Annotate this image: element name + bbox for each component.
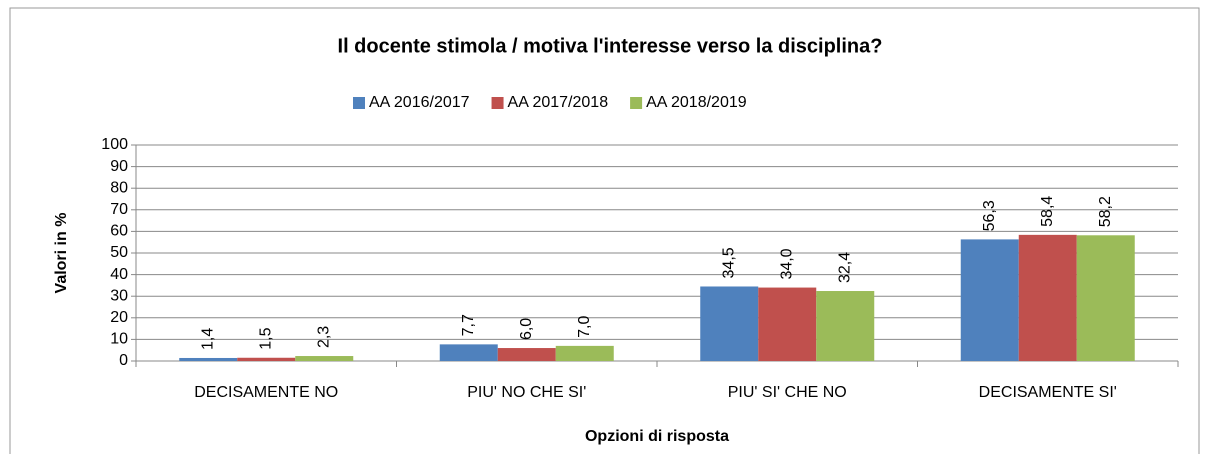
x-tick-label: PIU' NO CHE SI': [467, 384, 586, 401]
value-label: 7,0: [576, 316, 593, 338]
bar: [555, 345, 614, 361]
y-tick-label: 90: [110, 158, 128, 175]
x-tick-label: DECISAMENTE NO: [194, 384, 338, 401]
bar: [439, 344, 498, 361]
value-label: 34,0: [778, 248, 795, 279]
legend-swatch: [491, 97, 504, 109]
value-label: 34,5: [720, 247, 737, 278]
value-label: 7,7: [460, 314, 477, 336]
legend-swatch: [353, 97, 365, 109]
value-label: 1,4: [199, 328, 216, 350]
bar: [295, 356, 354, 361]
y-tick-label: 30: [110, 287, 128, 304]
x-tick-label: DECISAMENTE SI': [979, 384, 1117, 401]
bar: [816, 291, 875, 361]
bar: [700, 286, 759, 361]
y-tick-label: 50: [110, 244, 128, 261]
y-tick-label: 100: [101, 136, 128, 153]
value-label: 32,4: [836, 252, 853, 283]
bar: [497, 348, 556, 361]
y-tick-label: 60: [110, 223, 128, 240]
value-label: 58,2: [1097, 196, 1114, 227]
bar: [758, 287, 817, 361]
y-tick-label: 10: [110, 331, 128, 348]
value-label: 1,5: [257, 327, 274, 349]
value-label: 58,4: [1039, 196, 1056, 227]
bar: [237, 357, 296, 361]
y-tick-label: 0: [119, 352, 128, 369]
chart-title: Il docente stimola / motiva l'interesse …: [338, 35, 883, 57]
y-tick-label: 20: [110, 309, 128, 326]
legend-label: AA 2017/2018: [508, 94, 609, 111]
y-tick-label: 40: [110, 266, 128, 283]
chart-frame: [9, 7, 1200, 454]
y-tick-label: 70: [110, 201, 128, 218]
x-axis-label: Opzioni di risposta: [585, 428, 729, 445]
y-tick-label: 80: [110, 179, 128, 196]
legend-label: AA 2016/2017: [369, 94, 470, 111]
x-tick-label: PIU' SI' CHE NO: [728, 384, 847, 401]
bar: [960, 239, 1019, 361]
value-label: 2,3: [315, 326, 332, 348]
y-axis-label: Valori in %: [53, 213, 70, 294]
legend-label: AA 2018/2019: [646, 94, 747, 111]
bar: [1076, 235, 1135, 361]
value-label: 6,0: [518, 318, 535, 340]
value-label: 56,3: [981, 200, 998, 231]
bar: [179, 357, 238, 361]
bar: [1018, 234, 1077, 361]
legend-swatch: [630, 97, 643, 109]
